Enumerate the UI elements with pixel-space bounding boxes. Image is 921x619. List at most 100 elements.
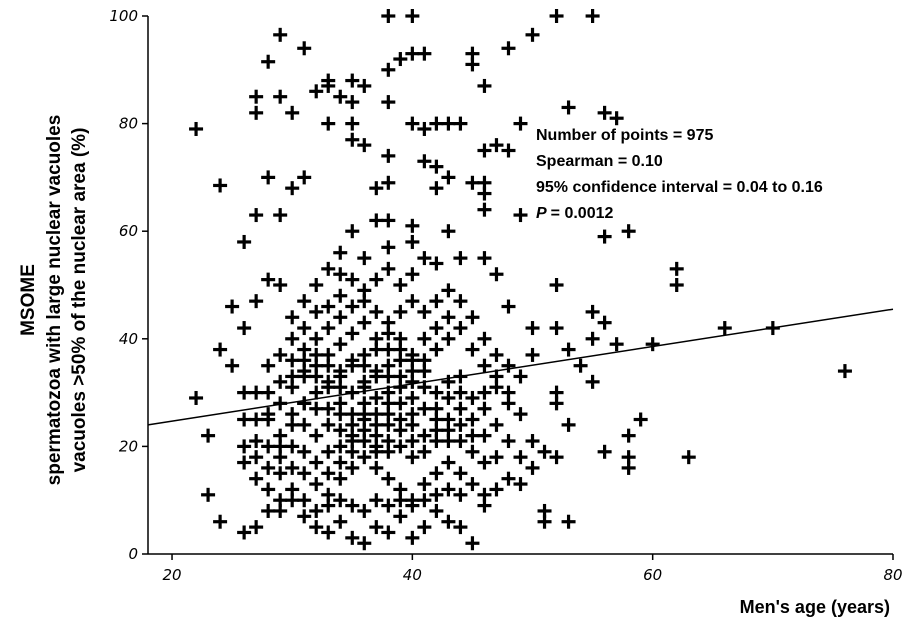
data-point xyxy=(417,493,432,508)
data-point xyxy=(501,143,516,158)
data-point xyxy=(417,520,432,535)
data-point xyxy=(249,105,264,120)
data-point xyxy=(249,385,264,400)
data-point xyxy=(477,202,492,217)
data-point xyxy=(381,525,396,540)
data-point xyxy=(597,105,612,120)
data-point xyxy=(417,251,432,266)
data-point xyxy=(201,487,216,502)
data-point xyxy=(297,417,312,432)
data-point xyxy=(393,439,408,454)
data-point xyxy=(465,310,480,325)
data-point xyxy=(405,267,420,282)
data-point xyxy=(285,493,300,508)
data-point xyxy=(429,423,444,438)
data-point xyxy=(357,407,372,422)
annotation-n-points: Number of points = 975 xyxy=(536,127,713,144)
data-point xyxy=(477,428,492,443)
data-point xyxy=(309,477,324,492)
data-point xyxy=(393,493,408,508)
data-point xyxy=(261,54,276,69)
data-point xyxy=(213,342,228,357)
data-point xyxy=(357,503,372,518)
data-point xyxy=(381,9,396,23)
data-point xyxy=(189,390,204,405)
data-point xyxy=(297,509,312,524)
data-point xyxy=(381,261,396,276)
data-point xyxy=(441,283,456,298)
y-axis-title-line-2: spermatozoa with large nuclear vacuoles xyxy=(44,115,65,486)
data-point xyxy=(321,444,336,459)
data-point xyxy=(405,294,420,309)
data-point xyxy=(501,385,516,400)
data-point xyxy=(669,278,684,292)
data-point xyxy=(357,138,372,153)
data-point xyxy=(489,482,504,497)
data-point xyxy=(381,213,396,228)
data-point xyxy=(453,385,468,400)
data-point xyxy=(477,331,492,346)
y-tick-label: 0 xyxy=(128,545,138,563)
data-point xyxy=(453,434,468,449)
data-point xyxy=(621,460,636,475)
data-point xyxy=(477,487,492,502)
data-point xyxy=(381,240,396,255)
data-point xyxy=(453,294,468,309)
data-point xyxy=(261,482,276,497)
data-point xyxy=(453,487,468,502)
data-point xyxy=(429,503,444,518)
data-point xyxy=(345,460,360,475)
data-point xyxy=(333,407,348,422)
data-point xyxy=(441,514,456,529)
data-point xyxy=(453,520,468,535)
data-point xyxy=(465,342,480,357)
data-point xyxy=(333,310,348,325)
x-tick-label: 20 xyxy=(162,566,181,584)
data-point xyxy=(465,428,480,443)
data-point xyxy=(345,132,360,147)
data-point xyxy=(405,374,420,389)
data-point xyxy=(333,245,348,260)
data-point xyxy=(261,358,276,373)
data-point xyxy=(369,493,384,508)
data-point xyxy=(321,466,336,481)
data-point xyxy=(393,52,408,67)
data-point xyxy=(477,385,492,400)
data-point xyxy=(273,278,288,292)
data-point xyxy=(249,412,264,427)
data-point xyxy=(465,57,480,72)
data-point xyxy=(369,460,384,475)
data-point xyxy=(681,450,696,465)
data-point xyxy=(477,186,492,201)
data-point xyxy=(369,417,384,432)
data-point xyxy=(453,251,468,266)
data-point xyxy=(477,401,492,416)
data-point xyxy=(525,434,540,449)
data-point xyxy=(585,331,600,346)
data-point xyxy=(273,439,288,454)
data-point xyxy=(345,498,360,513)
data-point xyxy=(561,342,576,357)
data-point xyxy=(609,111,624,126)
data-point xyxy=(249,450,264,465)
data-point xyxy=(237,385,252,400)
data-point xyxy=(549,450,564,465)
data-point xyxy=(261,503,276,518)
data-point xyxy=(345,299,360,314)
data-point xyxy=(297,353,312,368)
data-point xyxy=(441,310,456,325)
data-point xyxy=(297,41,312,56)
data-point xyxy=(285,105,300,120)
data-point xyxy=(489,267,504,282)
data-point xyxy=(261,439,276,454)
data-point xyxy=(321,321,336,336)
data-point xyxy=(321,358,336,373)
data-points xyxy=(189,9,852,551)
data-point xyxy=(381,62,396,77)
data-point xyxy=(321,401,336,416)
data-point xyxy=(261,385,276,400)
data-point xyxy=(285,310,300,325)
data-point xyxy=(345,224,360,239)
data-point xyxy=(429,181,444,196)
data-point xyxy=(369,304,384,319)
